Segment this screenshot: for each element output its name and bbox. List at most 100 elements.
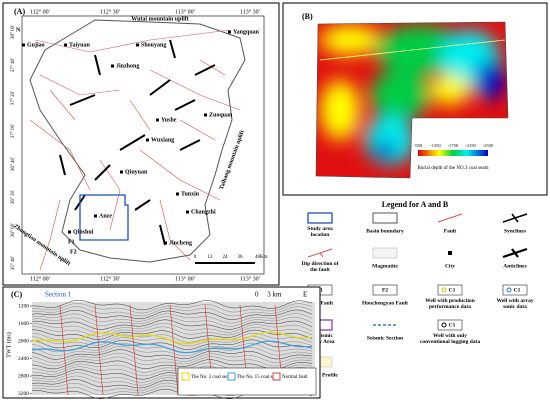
normal-fault <box>129 304 139 396</box>
city-label: Yushe <box>161 117 177 123</box>
legend-label: Well with array sonic data <box>497 298 534 310</box>
latitude-label: 37° 20′ <box>11 91 16 105</box>
city-marker <box>204 113 207 117</box>
scale-label: 48Km <box>255 255 268 260</box>
section-line <box>319 39 506 61</box>
normal-fault <box>59 304 69 396</box>
city-marker <box>68 230 71 234</box>
seismic-reflector <box>31 319 313 330</box>
scale-label: 36 <box>238 255 244 260</box>
legend-icon <box>437 213 463 223</box>
cities: Gujiao Taiyuan Shouyang Yangquan Jinzhong Yus… <box>22 29 260 246</box>
legend-title: Legend for A and B <box>382 200 449 209</box>
city-label: Changzhi <box>191 209 216 215</box>
legend-label: Dip direction of the fault <box>302 261 339 273</box>
scale-label: 0 <box>194 255 197 260</box>
panel-label: (A) <box>14 7 25 16</box>
horizon <box>31 340 313 354</box>
seismic-reflector <box>31 345 313 357</box>
panel-label: (C) <box>11 290 22 299</box>
legend-label: The No. 3 coal seam <box>191 375 232 380</box>
city-marker <box>156 118 159 122</box>
legend-label: Fault <box>444 228 457 234</box>
legend-label: Study area location <box>307 226 333 238</box>
latitude-label: 36° 40′ <box>11 157 16 171</box>
legend-icon <box>441 322 447 328</box>
colorbar-labels: -950 -1350 -1750 -2150 -2550 <box>414 143 494 148</box>
city-marker <box>186 210 189 214</box>
fault-label: F2 <box>70 249 77 255</box>
city-label: Zuoquan <box>209 112 233 118</box>
basin-boundary <box>29 19 246 263</box>
longitude-label: 112° 30′ <box>100 8 121 15</box>
axis-label: TWT (ms) <box>5 332 12 357</box>
colorbar-label: -1350 <box>430 143 441 148</box>
normal-fault <box>169 304 179 396</box>
north-arrow: N <box>16 27 21 33</box>
legend-label: The No. 15 coal seam <box>237 375 281 380</box>
seismic-reflector <box>31 359 313 370</box>
legend-icon <box>448 251 452 255</box>
colorbar-label: -950 <box>414 143 423 148</box>
legend-swatch <box>272 372 281 381</box>
y-tick-label: 1600 <box>18 321 29 327</box>
city-marker <box>64 43 67 47</box>
panel-c: (C) Section 1 0 3 km E TWT (ms) 1200 1600… <box>2 286 321 400</box>
seismic-reflector <box>31 306 313 317</box>
scale-label: 12 <box>208 255 214 260</box>
y-axis: 1200 1600 2000 2400 2800 3200 <box>18 303 32 397</box>
city-marker <box>228 30 231 34</box>
map-frame <box>21 15 265 275</box>
seismic-reflector <box>31 303 313 314</box>
y-tick-label: 2400 <box>18 356 29 362</box>
colorbar-caption: Burial depth of the NO.3 coal seam <box>418 166 489 171</box>
direction-label: E <box>303 291 307 299</box>
normal-fault <box>94 304 104 396</box>
legend-label: Seismic Section <box>367 335 403 341</box>
panel-label: (B) <box>302 12 313 21</box>
legend-symbol: F2 <box>382 287 388 293</box>
city-label: Anze <box>99 213 112 219</box>
seismic-reflector <box>31 309 313 320</box>
colorbar <box>418 150 488 156</box>
longitude-label: 112° 00′ <box>30 8 51 15</box>
city-marker <box>22 43 25 47</box>
legend-icon <box>307 248 333 258</box>
legend-label: Anticlines <box>503 263 527 269</box>
scale-label: 24 <box>223 255 229 260</box>
longitude-label: 113° 00′ <box>175 8 196 15</box>
legend-label: Well with only conventional logging data <box>420 333 480 345</box>
legend-symbol: C1 <box>449 287 456 293</box>
legend-label: Magmatite <box>372 263 398 269</box>
legend-symbol: C1 <box>449 322 456 328</box>
city-label: Gujiao <box>27 42 45 48</box>
latitude-label: 35° 40′ <box>11 256 16 270</box>
seismic-reflector <box>31 316 313 327</box>
longitude-label: 112° 30′ <box>100 275 121 282</box>
fault-label: F1 <box>68 239 75 245</box>
survey-boundary <box>315 21 509 179</box>
city-label: Qinshui <box>73 229 94 235</box>
section-legend-items: The No. 3 coal seam The No. 15 coal seam N… <box>181 372 308 381</box>
legend-swatch <box>181 372 190 381</box>
scale-label: 0 3 km <box>255 291 282 299</box>
latitude-label: 36° 00′ <box>11 223 16 237</box>
city-marker <box>111 64 114 68</box>
faults <box>29 29 241 271</box>
seismic-reflector <box>31 339 313 350</box>
city-label: Jincheng <box>169 240 192 246</box>
legend-icon <box>502 247 528 259</box>
seismic-reflector <box>31 352 313 364</box>
colorbar-label: -2150 <box>465 143 476 148</box>
legend-icon <box>502 213 528 223</box>
city-marker <box>176 192 179 196</box>
panel-frame <box>2 2 280 286</box>
longitude-label: 112° 00′ <box>30 275 51 282</box>
legend-label: Normal fault <box>282 375 308 380</box>
city-label: Qinyuan <box>125 169 148 175</box>
seismic-reflector <box>31 313 313 324</box>
y-tick-label: 2800 <box>18 373 29 379</box>
city-marker <box>120 170 123 174</box>
panel-a: (A) N Wutai mountain uplift Taihang moun… <box>2 2 280 286</box>
